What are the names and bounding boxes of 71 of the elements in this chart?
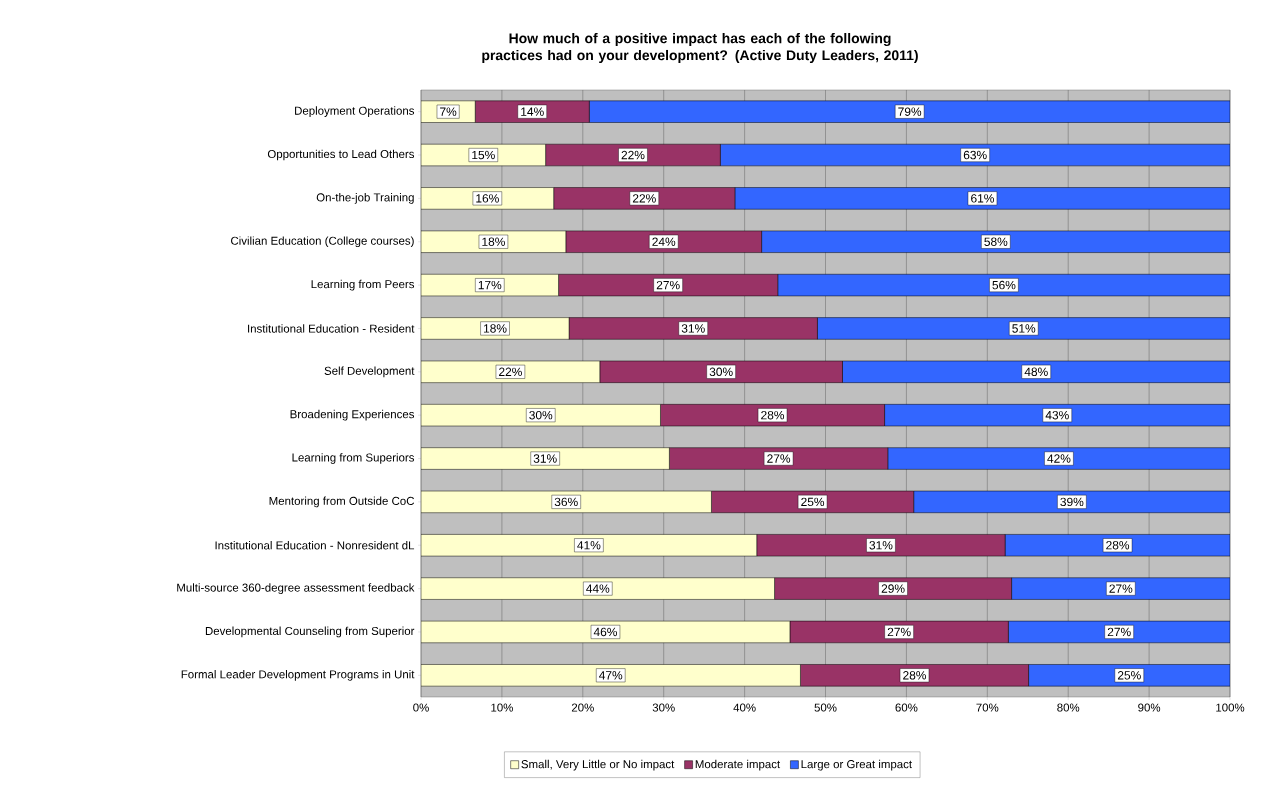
data-label: 29% — [881, 584, 905, 593]
data-label: 28% — [761, 410, 785, 420]
y-tick-label: On-the-job Training — [316, 193, 414, 204]
data-label: 24% — [652, 237, 676, 246]
data-label: 27% — [656, 280, 680, 290]
x-tick-label: 20% — [571, 703, 594, 712]
data-label: 16% — [476, 194, 499, 203]
data-label: 30% — [709, 367, 733, 377]
data-label: 18% — [482, 237, 505, 246]
data-label: 48% — [1024, 367, 1048, 377]
data-label: 31% — [533, 454, 557, 463]
data-label: 18% — [483, 324, 507, 333]
data-label: 63% — [963, 150, 987, 160]
legend-label: Moderate impact — [695, 759, 781, 771]
y-tick-label: Institutional Education - Resident — [248, 324, 415, 333]
y-tick-label: Self Development — [324, 366, 415, 378]
y-tick-label: Developmental Counseling from Superior — [205, 626, 415, 638]
x-tick-label: 50% — [814, 703, 837, 712]
y-tick-label: Formal Leader Development Programs in Unit — [181, 669, 415, 681]
x-tick-label: 30% — [652, 703, 675, 712]
data-label: 31% — [869, 541, 893, 550]
chart-title: How much of a positive impact has each of the following practices had on your development? (Active Duty Leaders, 2011) — [482, 33, 918, 63]
data-label: 27% — [887, 627, 911, 637]
x-tick-label: 10% — [491, 703, 513, 712]
data-label: 14% — [521, 107, 544, 116]
data-label: 39% — [1060, 497, 1084, 507]
data-label: 56% — [992, 280, 1016, 290]
data-label: 17% — [478, 280, 502, 290]
data-label: 15% — [472, 150, 495, 160]
y-tick-label: Broadening Experiences — [290, 409, 415, 421]
data-label: 30% — [529, 410, 553, 420]
x-tick-label: 40% — [733, 703, 756, 712]
data-label: 25% — [801, 497, 825, 507]
x-tick-label: 100% — [1216, 703, 1245, 712]
data-label: 28% — [1106, 541, 1130, 550]
data-label: 28% — [903, 671, 927, 680]
data-label: 22% — [499, 367, 522, 377]
x-tick-label: 70% — [976, 703, 999, 712]
x-tick-label: 90% — [1138, 703, 1161, 712]
data-label: 7% — [440, 107, 457, 116]
data-label: 22% — [632, 194, 656, 203]
data-label: 43% — [1045, 410, 1069, 420]
data-label: 27% — [1107, 627, 1131, 637]
data-label: 44% — [586, 584, 610, 593]
data-label: 79% — [898, 107, 922, 116]
data-label: 51% — [1012, 324, 1036, 333]
y-tick-label: Opportunities to Lead Others — [267, 149, 415, 161]
x-tick-label: 60% — [895, 703, 918, 712]
legend-label: Small, Very Little or No impact — [521, 759, 675, 771]
data-label: 47% — [599, 671, 623, 680]
y-tick-label: Civilian Education (College courses) — [231, 236, 414, 248]
y-tick-label: Learning from Peers — [311, 279, 415, 291]
data-label: 46% — [593, 627, 617, 637]
data-label: 31% — [681, 324, 705, 333]
y-tick-label: Mentoring from Outside CoC — [269, 496, 415, 508]
y-tick-label: Institutional Education - Nonresident dL — [215, 541, 415, 550]
legend-label: Large or Great impact — [801, 759, 912, 771]
y-tick-label: Deployment Operations — [295, 106, 415, 118]
y-tick-label: Learning from Superiors — [292, 453, 415, 464]
data-label: 25% — [1117, 671, 1141, 680]
x-tick-label: 80% — [1057, 703, 1080, 712]
data-label: 41% — [577, 541, 601, 550]
data-label: 27% — [767, 454, 791, 463]
data-label: 36% — [554, 497, 578, 507]
data-label: 27% — [1109, 584, 1133, 593]
data-label: 61% — [971, 194, 994, 203]
x-tick-label: 0% — [413, 703, 429, 712]
y-tick-label: Multi-source 360-degree assessment feedback — [177, 583, 415, 594]
data-label: 58% — [984, 237, 1008, 246]
data-label: 42% — [1047, 454, 1071, 463]
data-label: 22% — [621, 150, 645, 160]
